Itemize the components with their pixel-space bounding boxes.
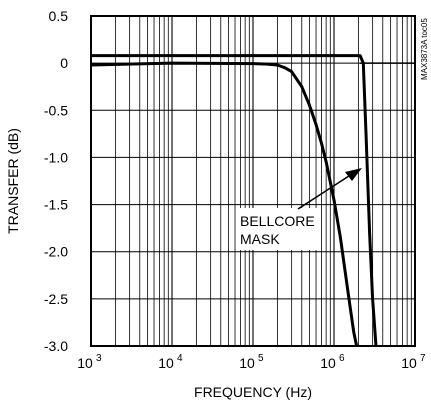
y-tick-label: -1.5 bbox=[44, 197, 68, 213]
y-axis-label: TRANSFER (dB) bbox=[5, 128, 21, 234]
x-tick-label: 10 bbox=[77, 355, 93, 371]
annotation-line-1: BELLCORE bbox=[240, 213, 315, 229]
x-tick-label: 10 bbox=[158, 355, 174, 371]
x-tick-exponent: 6 bbox=[339, 353, 345, 364]
series-line-2 bbox=[91, 54, 378, 347]
x-tick-exponent: 5 bbox=[258, 353, 264, 364]
x-tick-exponent: 7 bbox=[420, 353, 426, 364]
figure-code: MAX3873A toc05 bbox=[420, 18, 429, 80]
series-line-1 bbox=[90, 61, 359, 347]
y-tick-label: -3.0 bbox=[44, 338, 68, 354]
plot-frame bbox=[90, 15, 416, 347]
y-tick-label: -2.5 bbox=[44, 291, 68, 307]
annotation-arrow-line bbox=[297, 173, 353, 210]
x-tick-exponent: 4 bbox=[177, 353, 183, 364]
x-axis-label: FREQUENCY (Hz) bbox=[194, 384, 312, 400]
annotation-arrowhead bbox=[345, 168, 362, 181]
x-tick-label: 10 bbox=[401, 355, 417, 371]
grid bbox=[91, 15, 415, 347]
y-tick-label: 0 bbox=[60, 55, 68, 71]
y-tick-label: -2.0 bbox=[44, 244, 68, 260]
y-tick-label: -0.5 bbox=[44, 102, 68, 118]
x-tick-exponent: 3 bbox=[96, 353, 102, 364]
y-tick-labels: 0.5 0 -0.5 -1.0 -1.5 -2.0 -2.5 -3.0 bbox=[44, 8, 68, 354]
x-tick-label: 10 bbox=[239, 355, 255, 371]
x-tick-labels: 10 3 10 4 10 5 10 6 10 7 bbox=[77, 353, 426, 371]
y-tick-label: 0.5 bbox=[49, 8, 69, 24]
series-group bbox=[90, 54, 415, 347]
annotation-box bbox=[236, 208, 320, 250]
annotation-line-2: MASK bbox=[240, 231, 280, 247]
bellcore-mask-annotation: BELLCORE MASK bbox=[236, 168, 362, 250]
x-tick-label: 10 bbox=[320, 355, 336, 371]
y-tick-label: -1.0 bbox=[44, 149, 68, 165]
